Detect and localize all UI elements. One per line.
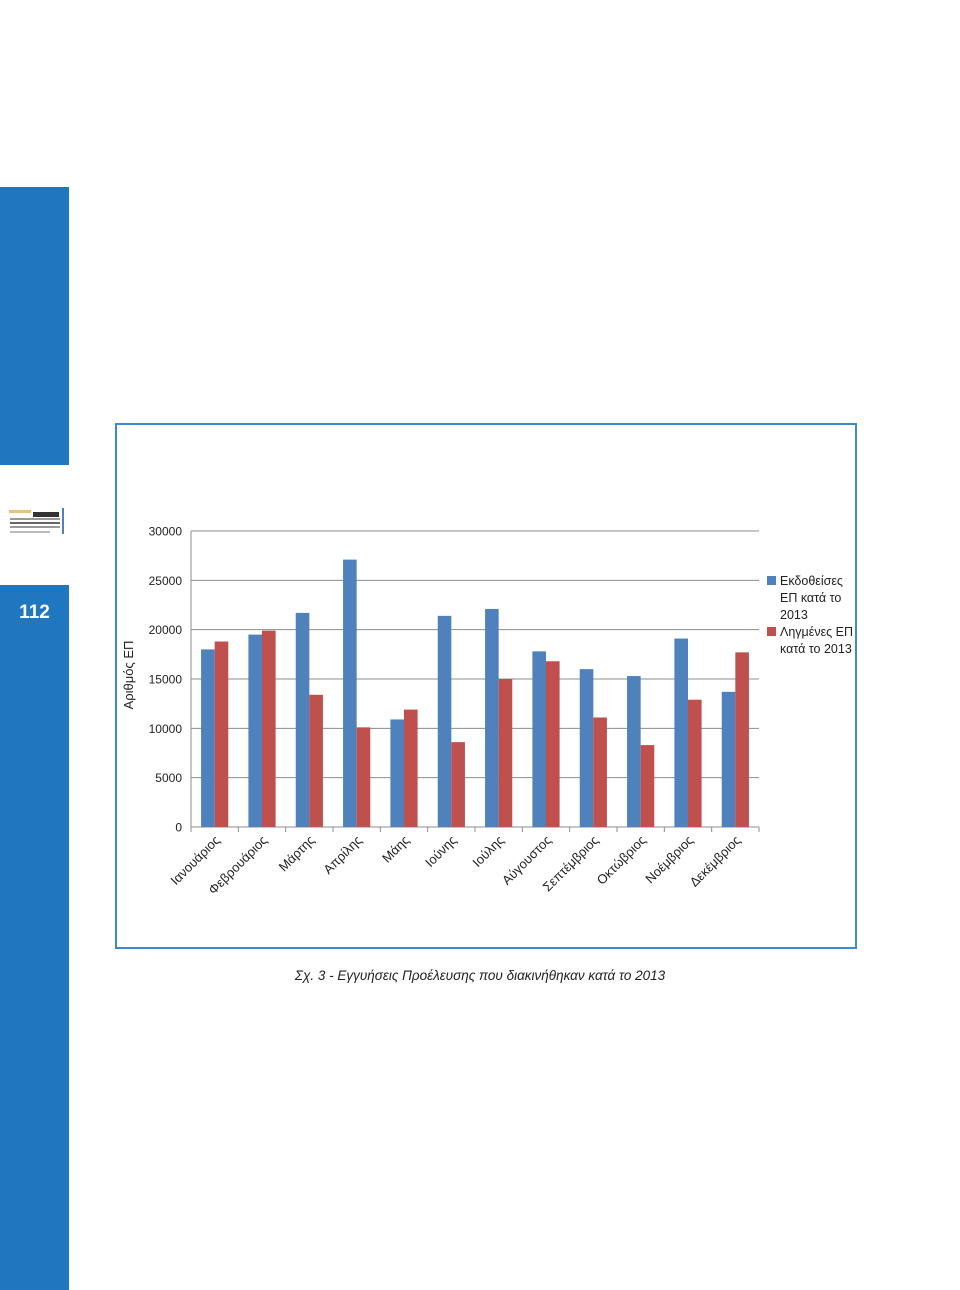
bar-issued (343, 559, 357, 827)
legend-label: 2013 (780, 608, 808, 622)
legend-label: Εκδοθείσες (780, 574, 843, 588)
side-band-top (0, 187, 69, 465)
chart-frame: 0 5000 10000 15000 20000 25000 30000 Αριθμός ΕΠ… (115, 423, 857, 949)
y-tick-label: 15000 (149, 673, 183, 687)
bar-expired (688, 699, 702, 827)
y-tick-label: 20000 (149, 623, 183, 637)
legend-label: ΕΠ κατά το (780, 591, 841, 605)
legend-label: Ληγμένες ΕΠ (780, 625, 853, 639)
x-tick-label: Μάης (379, 833, 412, 866)
y-tick-label: 25000 (149, 574, 183, 588)
bar-issued (579, 669, 594, 827)
x-tick-label: Απρίλης (320, 833, 364, 877)
publisher-logo-icon (6, 504, 66, 538)
bar-issued (248, 634, 262, 827)
side-band-bottom (0, 585, 69, 1290)
bar-issued (485, 608, 499, 827)
bar-expired (356, 727, 371, 827)
bar-expired (214, 641, 229, 827)
bar-issued (295, 612, 310, 827)
bar-expired (498, 679, 513, 827)
bar-issued (437, 615, 452, 827)
x-tick-label: Δεκέμβριος (687, 833, 744, 890)
bar-issued (721, 691, 736, 827)
bar-expired (404, 709, 418, 827)
bar-expired (262, 630, 276, 827)
bar-issued (532, 651, 546, 827)
y-tick-label: 0 (175, 821, 182, 835)
x-tick-label: Οκτώβριος (594, 833, 649, 888)
bar-issued (674, 638, 688, 827)
bar-issued (627, 676, 641, 827)
page-number: 112 (19, 602, 50, 623)
x-tick-label: Ιούλης (469, 833, 506, 870)
y-tick-label: 30000 (149, 525, 183, 539)
legend-label: κατά το 2013 (780, 642, 852, 656)
bar-expired (593, 717, 607, 827)
bar-expired (451, 742, 465, 827)
x-tick-label: Μάρτης (276, 833, 318, 875)
legend-swatch-expired (767, 627, 776, 636)
x-tick-label: Ιούνης (422, 833, 459, 870)
bar-expired (309, 694, 323, 827)
bar-expired (640, 745, 655, 827)
y-tick-label: 5000 (155, 771, 182, 785)
figure-caption: Σχ. 3 - Εγγυήσεις Προέλευσης που διακινή… (294, 968, 666, 983)
bar-chart: 0 5000 10000 15000 20000 25000 30000 Αριθμός ΕΠ… (121, 525, 853, 898)
y-tick-label: 10000 (149, 722, 183, 736)
y-axis-label: Αριθμός ΕΠ (121, 641, 136, 710)
bar-expired (546, 661, 560, 827)
legend-swatch-issued (767, 576, 776, 585)
bar-issued (390, 719, 404, 827)
bar-expired (735, 652, 749, 827)
bar-issued (201, 649, 215, 827)
